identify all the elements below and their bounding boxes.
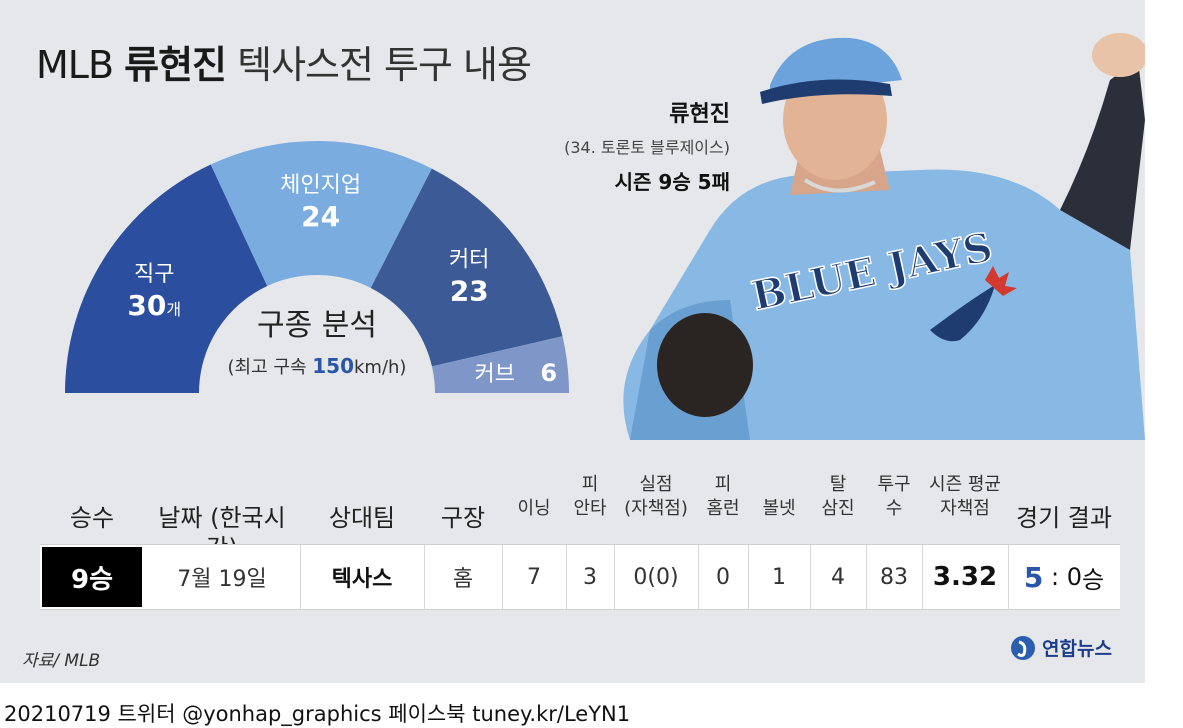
- column-header-line1: 탈: [829, 474, 847, 495]
- strikeouts: 4: [810, 545, 867, 609]
- glove: [657, 313, 753, 417]
- walks: 1: [748, 545, 811, 609]
- opponent: 텍사스: [300, 545, 425, 609]
- subtitle-prefix: (최고 구속: [228, 357, 313, 378]
- yonhap-logo-text: 연합뉴스: [1042, 638, 1112, 660]
- column-header-3: 상대팀: [300, 503, 424, 533]
- venue: 홈: [424, 545, 503, 609]
- slice-3: [370, 168, 563, 367]
- column-header-line2: 승수: [69, 504, 115, 532]
- title-name: 류현진: [124, 43, 227, 87]
- column-header-line1: 피: [714, 474, 732, 495]
- column-header-line1: [748, 474, 810, 498]
- season-era: 3.32: [922, 545, 1009, 609]
- column-header-5: 이닝: [502, 474, 566, 521]
- column-header-line1: 투구: [877, 474, 911, 495]
- column-header-line2: 볼넷: [762, 498, 796, 519]
- result-label: 승: [1082, 565, 1105, 594]
- slice-label-4: 커브: [475, 362, 515, 387]
- column-header-line2: (자책점): [624, 498, 688, 519]
- chart-center-subtitle: (최고 구속 150km/h): [228, 354, 407, 378]
- column-header-line2: 홈런: [706, 498, 740, 519]
- home-runs: 0: [698, 545, 749, 609]
- stats-row: 9승 7월 19일 텍사스 홈 7 3 0(0) 0 1 4 83 3.32 5…: [40, 544, 1120, 610]
- player-photo: BLUE JAYS: [623, 33, 1145, 440]
- right-arm: [1060, 60, 1145, 250]
- cap: [770, 37, 902, 95]
- column-header-line2: 이닝: [517, 498, 551, 519]
- column-header-line2: 경기 결과: [1016, 504, 1112, 532]
- title-rest: 텍사스전 투구 내용: [237, 43, 532, 87]
- column-header-line1: 실점: [639, 474, 673, 495]
- slice-value-3: 23: [450, 274, 489, 307]
- hits-allowed: 3: [566, 545, 615, 609]
- column-header-line2: 자책점: [940, 498, 990, 519]
- slice-value-4: 6: [540, 359, 557, 387]
- column-header-line2: 구장: [440, 504, 486, 532]
- column-header-13: 경기 결과: [1008, 503, 1120, 533]
- slice-4: [431, 336, 569, 393]
- unit-label: 개: [166, 300, 181, 319]
- slice-2: [210, 141, 432, 288]
- column-header-1: 승수: [42, 503, 142, 533]
- chain: [803, 178, 876, 193]
- slice-value-2: 24: [301, 200, 340, 233]
- cap-brim: [760, 79, 892, 104]
- slice-label-1: 직구: [134, 262, 174, 287]
- maple-leaf: [985, 266, 1017, 296]
- column-header-line2: 삼진: [821, 498, 855, 519]
- column-header-7: 실점 (자책점): [614, 474, 698, 521]
- win-count: 9승: [42, 547, 142, 607]
- jersey-body: [623, 169, 1145, 440]
- game-date: 7월 19일: [144, 545, 301, 609]
- title-prefix: MLB: [36, 43, 114, 87]
- slice-label-3: 커터: [449, 247, 489, 272]
- player-record: 시즌 9승 5패: [614, 170, 730, 194]
- runs-earned: 0(0): [614, 545, 699, 609]
- player-team: (34. 토론토 블루제이스): [564, 138, 730, 157]
- player-name: 류현진: [669, 102, 730, 127]
- max-speed-value: 150: [312, 354, 354, 378]
- page-title: MLB 류현진 텍사스전 투구 내용: [36, 34, 532, 89]
- column-header-line1: 피: [581, 474, 599, 495]
- chart-center-title: 구종 분석: [257, 308, 377, 343]
- infographic-card: MLB 류현진 텍사스전 투구 내용 직구 3 0 개 체인지업 24 커터 23 커브 6 구종 …: [0, 0, 1145, 683]
- column-header-line2: 상대팀: [328, 504, 396, 532]
- slice-1: [65, 164, 268, 393]
- pitch-count: 83: [866, 545, 923, 609]
- column-header-4: 구장: [424, 503, 502, 533]
- footer-credits: 20210719 트위터 @yonhap_graphics 페이스북 tuney…: [4, 702, 631, 726]
- player-info: 류현진 (34. 토론토 블루제이스) 시즌 9승 5패: [470, 96, 730, 195]
- slice-label-2: 체인지업: [280, 173, 361, 198]
- score-opp: 0: [1066, 563, 1082, 591]
- innings: 7: [502, 545, 567, 609]
- column-header-9: 볼넷: [748, 474, 810, 521]
- game-result: 5 : 0 승: [1008, 545, 1120, 609]
- right-hand: [1092, 33, 1145, 77]
- column-header-line1: [502, 474, 566, 498]
- score-team: 5: [1023, 560, 1044, 594]
- source-note: 자료/ MLB: [22, 651, 101, 671]
- score-sep: :: [1043, 563, 1067, 591]
- bird-logo: [930, 285, 995, 342]
- subtitle-suffix: km/h): [354, 357, 406, 378]
- yonhap-logo: 연합뉴스: [1010, 634, 1112, 661]
- column-header-line1: 시즌 평균: [929, 474, 1001, 495]
- yonhap-logo-icon: [1011, 635, 1035, 660]
- column-header-line2: 수: [885, 498, 903, 519]
- column-header-line2: 안타: [573, 498, 607, 519]
